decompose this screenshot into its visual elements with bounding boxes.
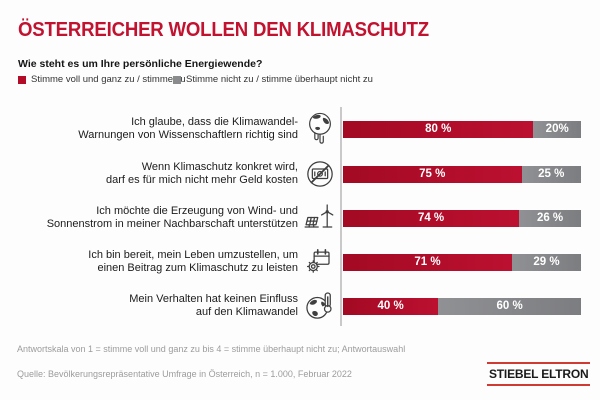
disagree-bar-segment: 26 % — [519, 209, 581, 227]
stacked-bar: 74 % 26 % — [343, 209, 581, 227]
agree-value-label: 75 % — [419, 168, 446, 180]
stacked-bar: 80 % 20% — [343, 120, 581, 138]
stacked-bar: 71 % 29 % — [343, 253, 581, 271]
row-label: Mein Verhalten hat keinen Einfluss auf d… — [129, 292, 298, 318]
agree-value-label: 74 % — [417, 212, 445, 224]
agree-bar-segment: 40 % — [343, 297, 439, 315]
chart-row: Ich möchte die Erzeugung von Wind- und S… — [0, 196, 600, 240]
calendar-gear-icon — [301, 242, 339, 282]
row-label: Ich bin bereit, mein Leben umzustellen, … — [88, 248, 298, 274]
row-label: Ich glaube, dass die Klimawandel- Warnun… — [78, 115, 298, 141]
disagree-value-label: 20% — [545, 123, 569, 135]
scale-footnote: Antwortskala von 1 = stimme voll und gan… — [17, 344, 406, 354]
agree-value-label: 80 % — [425, 123, 452, 135]
agree-bar-segment: 74 % — [343, 209, 520, 227]
disagree-bar-segment: 25 % — [521, 165, 581, 183]
melting-earth-icon — [301, 109, 339, 149]
earth-thermometer-icon — [301, 286, 339, 326]
wind-solar-icon — [301, 198, 339, 238]
disagree-swatch-icon — [173, 75, 181, 84]
row-label: Ich möchte die Erzeugung von Wind- und S… — [46, 204, 298, 230]
disagree-bar-segment: 60 % — [438, 297, 581, 315]
row-label: Wenn Klimaschutz konkret wird, darf es f… — [106, 160, 298, 186]
legend-agree-label: Stimme voll und ganz zu / stimme zu — [31, 74, 186, 85]
legend-disagree-label: Stimme nicht zu / stimme überhaupt nicht… — [186, 74, 373, 85]
page-title: ÖSTERREICHER WOLLEN DEN KLIMASCHUTZ — [18, 19, 429, 41]
legend-item-agree: Stimme voll und ganz zu / stimme zu — [18, 74, 186, 85]
logo-wordmark: STIEBEL ELTRON — [489, 367, 589, 381]
chart-row: Ich bin bereit, mein Leben umzustellen, … — [0, 240, 600, 284]
agree-bar-segment: 75 % — [343, 165, 522, 183]
agree-value-label: 71 % — [414, 256, 441, 268]
disagree-bar-segment: 20% — [533, 120, 581, 138]
agree-swatch-icon — [18, 75, 26, 84]
chart-row: Wenn Klimaschutz konkret wird, darf es f… — [0, 152, 600, 196]
survey-question: Wie steht es um Ihre persönliche Energie… — [18, 58, 263, 70]
disagree-value-label: 60 % — [496, 300, 523, 312]
disagree-value-label: 26 % — [536, 212, 564, 224]
source-note: Quelle: Bevölkerungsrepräsentative Umfra… — [17, 369, 352, 379]
stiebel-eltron-logo: STIEBEL ELTRON — [487, 362, 591, 386]
chart-row: Mein Verhalten hat keinen Einfluss auf d… — [0, 284, 600, 328]
chart-row: Ich glaube, dass die Klimawandel- Warnun… — [0, 107, 600, 151]
legend-item-disagree: Stimme nicht zu / stimme überhaupt nicht… — [173, 74, 373, 85]
agree-bar-segment: 71 % — [343, 253, 512, 271]
stacked-bar: 75 % 25 % — [343, 165, 581, 183]
no-extra-cost-icon — [301, 154, 339, 194]
agree-value-label: 40 % — [377, 300, 404, 312]
agree-bar-segment: 80 % — [343, 120, 534, 138]
baseline-axis — [340, 107, 342, 326]
disagree-value-label: 29 % — [533, 256, 560, 268]
disagree-bar-segment: 29 % — [511, 253, 581, 271]
stacked-bar: 40 % 60 % — [343, 297, 581, 315]
disagree-value-label: 25 % — [538, 168, 565, 180]
